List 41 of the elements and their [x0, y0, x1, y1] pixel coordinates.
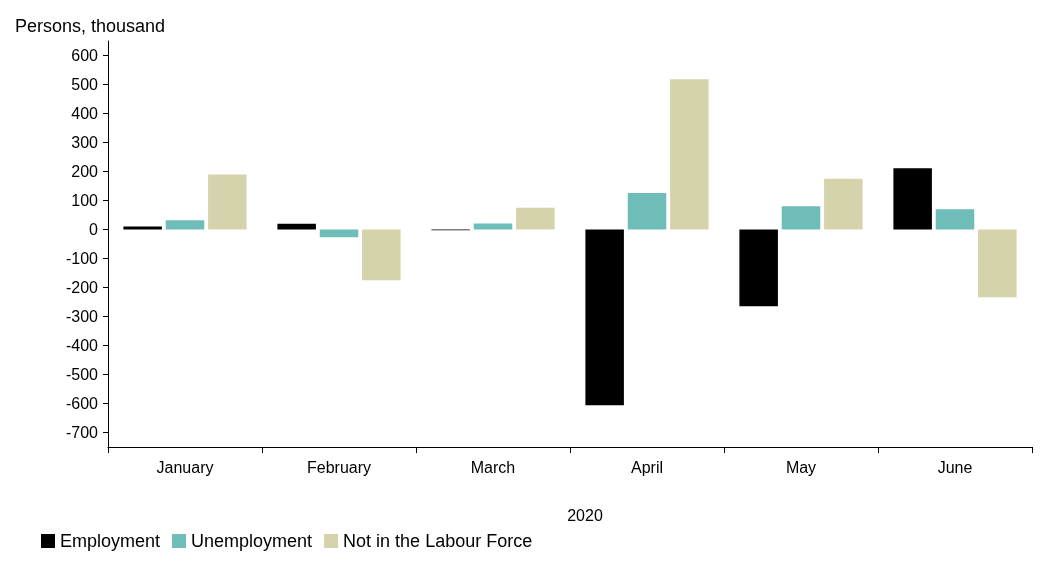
- x-tick-label: February: [306, 458, 372, 476]
- bar: [585, 229, 624, 406]
- y-tick-label: -300: [65, 308, 99, 325]
- y-tick-label: -700: [65, 424, 99, 441]
- bar: [123, 226, 162, 230]
- bar: [893, 168, 932, 230]
- x-tick-label: May: [785, 458, 817, 476]
- y-tick-label: 200: [71, 163, 99, 180]
- bar: [208, 174, 247, 230]
- y-tick-label: -200: [65, 279, 99, 296]
- legend-label: Employment: [60, 531, 161, 551]
- x-tick-label: June: [937, 458, 973, 476]
- bar: [277, 223, 316, 230]
- y-tick-label: 400: [71, 105, 99, 122]
- y-tick-label: -100: [65, 250, 99, 267]
- legend-label: Unemployment: [191, 531, 313, 551]
- x-tick-label: April: [630, 458, 664, 476]
- y-tick-label: 300: [71, 134, 99, 151]
- y-tick-label: 0: [89, 221, 99, 238]
- y-tick-label: 500: [71, 76, 99, 93]
- y-tick-label: -400: [65, 337, 99, 354]
- bar: [781, 206, 821, 230]
- y-tick-label: -600: [65, 395, 99, 412]
- x-tick-label: January: [156, 458, 214, 476]
- y-tick-label: 100: [71, 192, 99, 209]
- bar: [362, 229, 401, 281]
- bar: [739, 229, 778, 307]
- bar: [978, 229, 1017, 298]
- y-axis-title: Persons, thousand: [15, 16, 166, 36]
- bar: [473, 223, 513, 230]
- x-axis-title: 2020: [567, 506, 603, 524]
- x-tick-label: March: [470, 458, 516, 476]
- bar: [165, 220, 205, 230]
- bar: [670, 79, 709, 230]
- bar: [627, 192, 667, 230]
- y-tick-label: 600: [71, 47, 99, 64]
- bar: [516, 207, 555, 230]
- bar: [824, 178, 863, 230]
- legend-label: Not in the Labour Force: [343, 531, 533, 551]
- y-tick-label: -500: [65, 366, 99, 383]
- bar: [935, 209, 975, 230]
